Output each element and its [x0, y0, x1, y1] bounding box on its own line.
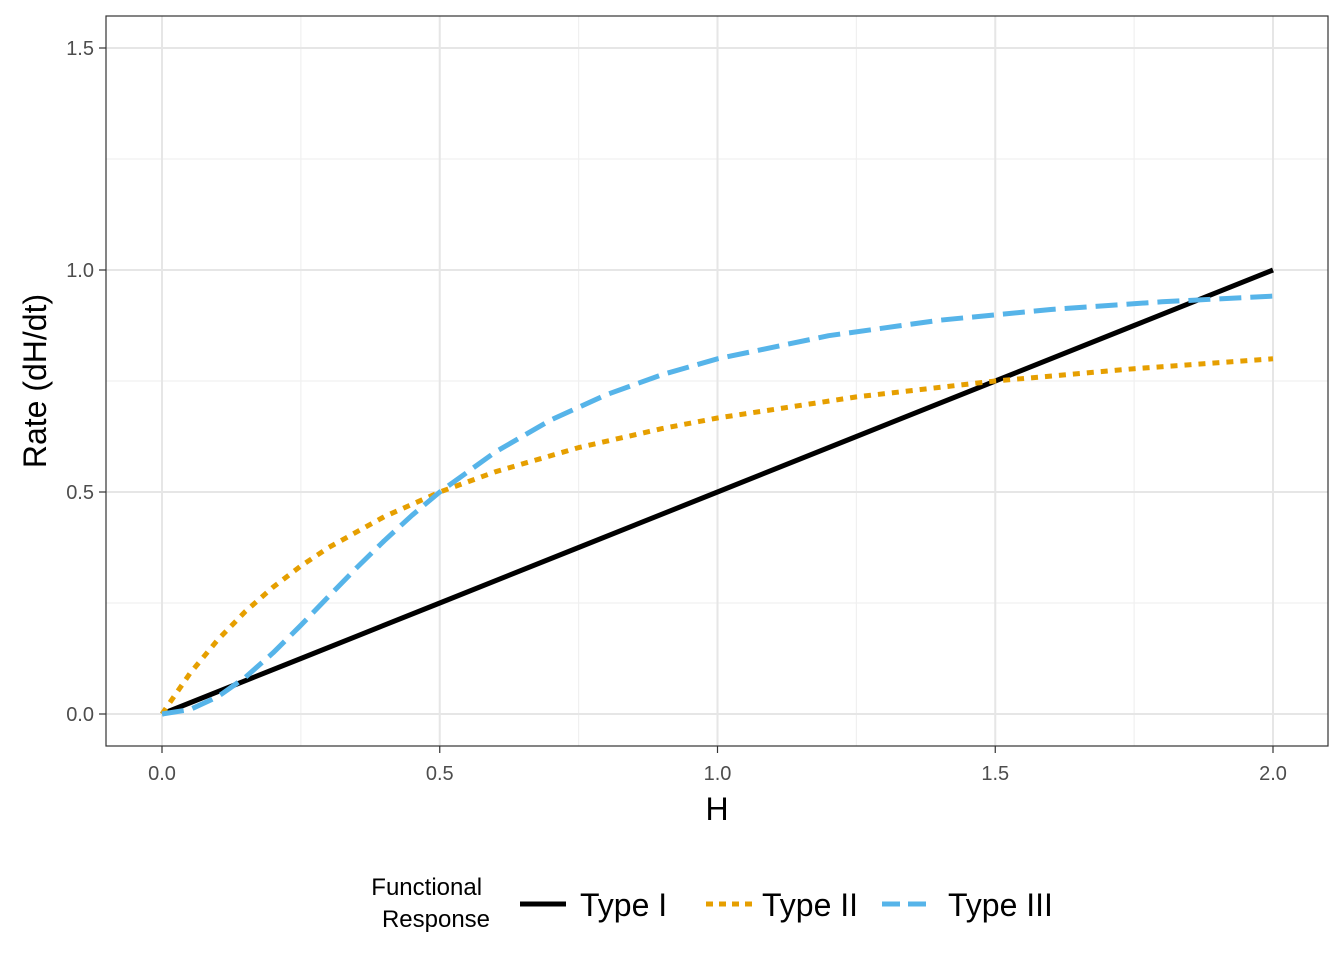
legend-title-line-1: Functional [371, 874, 482, 901]
x-tick-label: 0.5 [426, 763, 454, 785]
legend-label-3: Type III [948, 887, 1053, 923]
y-tick-label: 0.5 [66, 482, 94, 504]
y-axis-title: Rate (dH/dt) [17, 294, 53, 468]
y-tick-label: 1.5 [66, 38, 94, 60]
series-lines [159, 267, 1274, 717]
legend-items: Type I Type II Type III [520, 887, 1053, 923]
legend-label-1: Type I [580, 887, 667, 923]
legend-title: Functional Response [371, 874, 490, 933]
x-tick-label: 0.0 [148, 763, 176, 785]
legend: Functional Response Type I Type II Type II… [371, 874, 1053, 933]
axis-ticks: 0.0 0.5 1.0 1.5 2.0 0.0 0.5 1.0 1.5 [66, 38, 1287, 785]
x-axis-title: H [705, 791, 728, 827]
legend-label-2: Type II [762, 887, 858, 923]
y-tick-label: 1.0 [66, 260, 94, 282]
series-line-3 [161, 293, 1274, 717]
x-tick-label: 1.0 [704, 763, 732, 785]
x-tick-label: 2.0 [1259, 763, 1287, 785]
x-tick-label: 1.5 [981, 763, 1009, 785]
y-tick-label: 0.0 [66, 704, 94, 726]
series-line-1 [161, 267, 1274, 717]
legend-title-line-2: Response [382, 906, 490, 933]
